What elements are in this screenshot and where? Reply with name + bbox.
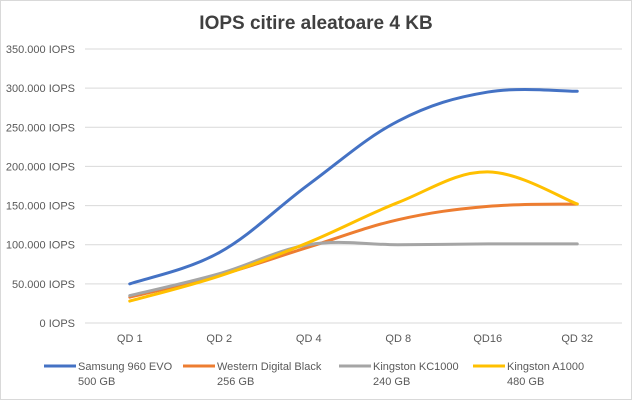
legend-label-line: 480 GB xyxy=(507,376,544,388)
y-tick-label: 250.000 IOPS xyxy=(6,122,75,134)
x-tick-label: QD 2 xyxy=(206,333,232,345)
legend-entry: Kingston A1000 480 GB xyxy=(473,361,584,388)
y-tick-label: 350.000 IOPS xyxy=(6,44,75,56)
legend-label-line: 240 GB xyxy=(373,376,410,388)
y-tick-label: 100.000 IOPS xyxy=(6,240,75,252)
series-line xyxy=(128,170,579,303)
legend-label: Samsung 960 EVO 500 GB xyxy=(78,361,173,388)
y-tick-label: 50.000 IOPS xyxy=(12,279,75,291)
legend-entry: Samsung 960 EVO 500 GB xyxy=(44,361,173,388)
legend-label-line: Western Digital Black xyxy=(217,361,322,373)
y-axis-tick-labels: 0 IOPS 50.000 IOPS 100.000 IOPS 150.000 IOP… xyxy=(6,44,75,330)
legend-label-line: Kingston KC1000 xyxy=(373,361,459,373)
y-tick-label: 300.000 IOPS xyxy=(6,83,75,95)
x-tick-label: QD16 xyxy=(473,333,502,345)
y-tick-label: 150.000 IOPS xyxy=(6,201,75,213)
legend-label-line: 256 GB xyxy=(217,376,254,388)
legend-label-line: 500 GB xyxy=(78,376,115,388)
x-axis-tick-labels: QD 1 QD 2 QD 4 QD 8 QD16 QD 32 xyxy=(117,333,593,345)
legend-entry: Kingston KC1000 240 GB xyxy=(339,361,459,388)
series-line xyxy=(128,88,579,286)
y-tick-label: 200.000 IOPS xyxy=(6,161,75,173)
legend-label: Kingston A1000 480 GB xyxy=(507,361,584,388)
legend-label: Kingston KC1000 240 GB xyxy=(373,361,459,388)
x-tick-label: QD 1 xyxy=(117,333,143,345)
chart-title: IOPS citire aleatoare 4 KB xyxy=(199,13,432,34)
legend-label: Western Digital Black 256 GB xyxy=(217,361,322,388)
legend: Samsung 960 EVO 500 GB Western Digital Bla… xyxy=(44,361,584,388)
x-tick-label: QD 32 xyxy=(561,333,593,345)
x-tick-label: QD 4 xyxy=(296,333,322,345)
series-line xyxy=(128,240,579,298)
x-tick-label: QD 8 xyxy=(385,333,411,345)
legend-label-line: Kingston A1000 xyxy=(507,361,584,373)
legend-entry: Western Digital Black 256 GB xyxy=(183,361,322,388)
series-lines xyxy=(128,88,579,303)
legend-label-line: Samsung 960 EVO xyxy=(78,361,173,373)
y-tick-label: 0 IOPS xyxy=(40,318,75,330)
